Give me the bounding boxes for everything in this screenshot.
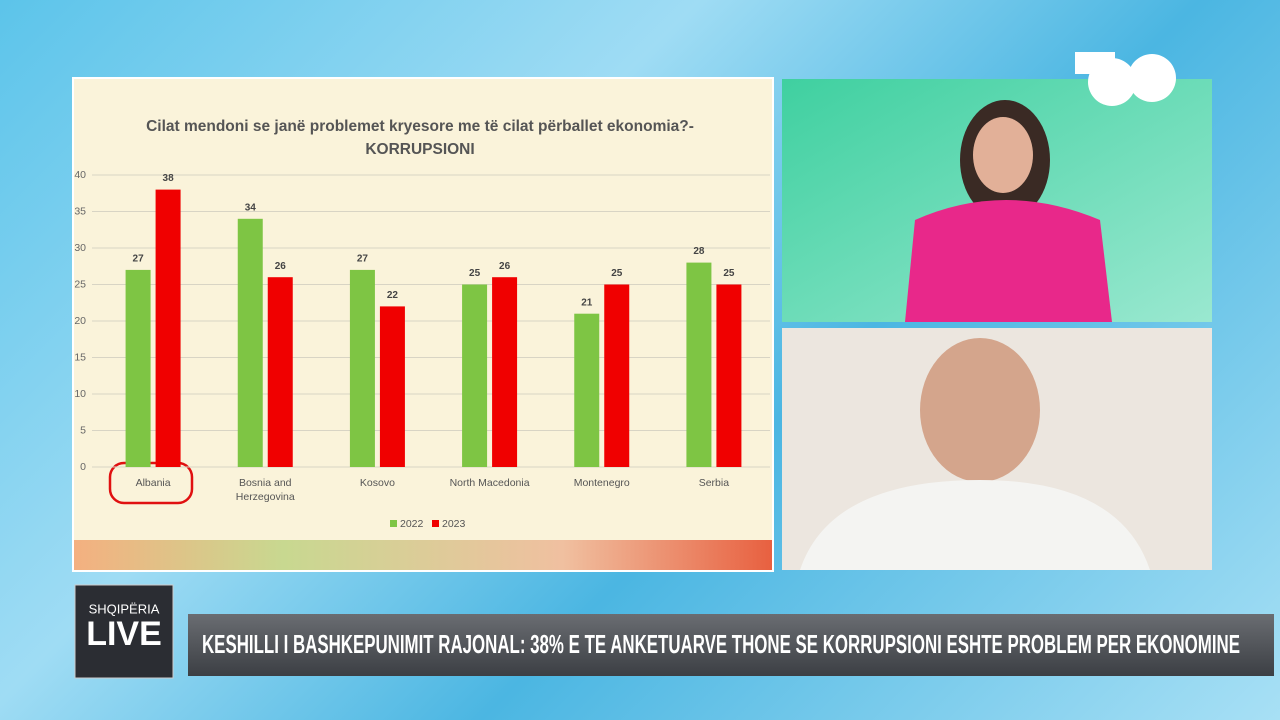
x-tick-label: Bosnia and Herzegovina bbox=[235, 477, 295, 503]
y-tick-label: 30 bbox=[74, 242, 86, 254]
bar bbox=[604, 284, 630, 467]
bar bbox=[379, 306, 405, 467]
channel-logo bbox=[1075, 52, 1176, 106]
data-label: 26 bbox=[275, 261, 287, 272]
data-label: 21 bbox=[581, 297, 593, 308]
bar bbox=[349, 269, 375, 467]
data-label: 25 bbox=[611, 268, 623, 279]
logo-shape bbox=[1088, 58, 1136, 106]
legend-swatch bbox=[390, 520, 397, 527]
data-label: 27 bbox=[133, 254, 145, 265]
show-logo bbox=[74, 584, 174, 679]
legend-swatch bbox=[432, 520, 439, 527]
x-tick-label: Serbia bbox=[698, 477, 730, 489]
data-label: 28 bbox=[693, 246, 705, 257]
x-tick-label: North Macedonia bbox=[449, 477, 530, 489]
data-label: 38 bbox=[163, 173, 175, 184]
y-tick-label: 35 bbox=[74, 205, 86, 217]
ticker-bar bbox=[188, 614, 1274, 676]
chart-title: Cilat mendoni se janë problemet kryesore… bbox=[146, 118, 694, 158]
data-label: 26 bbox=[499, 261, 511, 272]
bar bbox=[686, 262, 712, 467]
data-label: 25 bbox=[723, 268, 735, 279]
bar bbox=[492, 277, 518, 467]
y-tick-label: 40 bbox=[74, 169, 86, 181]
x-tick-label: Albania bbox=[135, 477, 171, 489]
y-tick-label: 20 bbox=[74, 315, 86, 327]
bar bbox=[237, 218, 263, 467]
y-tick-label: 25 bbox=[74, 278, 86, 290]
data-label: 27 bbox=[357, 254, 369, 265]
chart-strip bbox=[74, 540, 772, 570]
x-tick-label: Kosovo bbox=[359, 477, 395, 489]
y-tick-label: 10 bbox=[74, 388, 86, 400]
logo-shape bbox=[1128, 54, 1176, 102]
bar bbox=[574, 313, 600, 467]
y-tick-label: 5 bbox=[80, 424, 86, 436]
show-logo-top: SHQIPËRIA bbox=[89, 601, 160, 616]
show-logo-bottom: LIVE bbox=[86, 615, 162, 653]
chart-panel bbox=[74, 79, 772, 570]
data-label: 22 bbox=[387, 290, 399, 301]
guest-face bbox=[920, 338, 1040, 482]
data-label: 25 bbox=[469, 268, 481, 279]
highlight-ring bbox=[108, 461, 194, 505]
ticker-text: KESHILLI I BASHKEPUNIMIT RAJONAL: 38% E … bbox=[202, 629, 1240, 659]
y-tick-label: 15 bbox=[74, 351, 86, 363]
bar bbox=[267, 277, 293, 467]
bar bbox=[462, 284, 488, 467]
bar bbox=[125, 269, 151, 467]
legend-label: 2023 bbox=[442, 518, 466, 530]
host-face bbox=[973, 117, 1033, 193]
bar bbox=[155, 189, 181, 467]
guest-shirt bbox=[800, 480, 1150, 570]
y-tick-label: 0 bbox=[80, 461, 86, 473]
x-tick-label: Montenegro bbox=[573, 477, 630, 489]
legend-label: 2022 bbox=[400, 518, 424, 530]
data-label: 34 bbox=[245, 202, 257, 213]
host-jacket bbox=[905, 200, 1112, 322]
bar bbox=[716, 284, 742, 467]
